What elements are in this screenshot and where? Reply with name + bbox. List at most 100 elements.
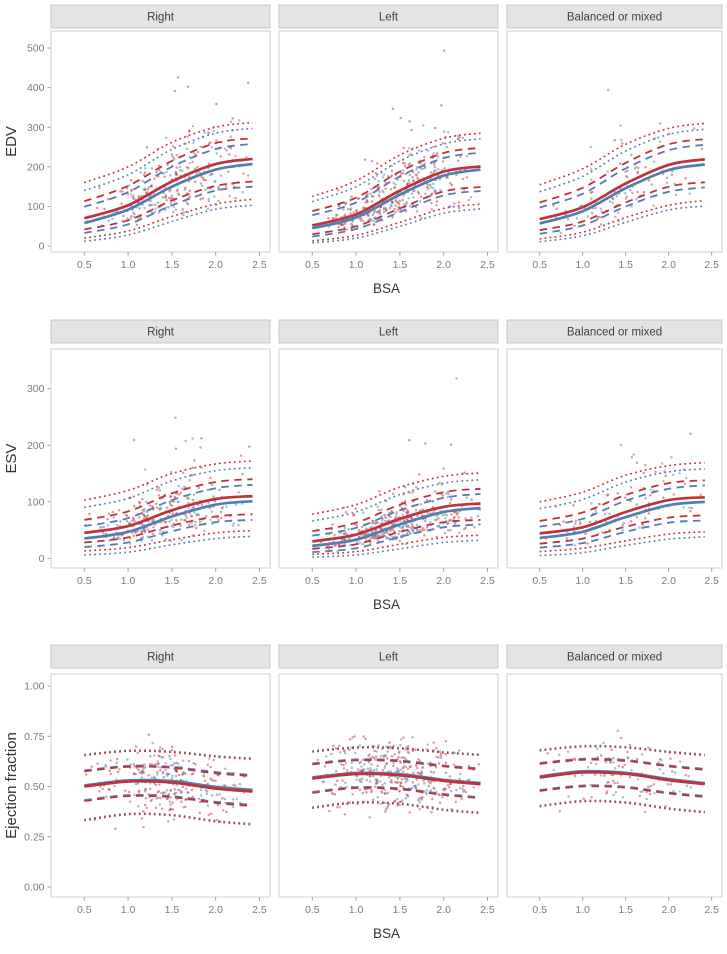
scatter-point bbox=[404, 210, 408, 213]
scatter-point bbox=[188, 478, 191, 482]
scatter-point bbox=[689, 432, 692, 436]
scatter-point bbox=[380, 790, 383, 793]
scatter-point bbox=[619, 443, 623, 447]
scatter-point bbox=[648, 494, 652, 497]
scatter-point bbox=[148, 787, 152, 790]
scatter-point bbox=[150, 539, 153, 542]
scatter-point bbox=[231, 524, 235, 527]
scatter-point bbox=[173, 754, 177, 757]
scatter-point bbox=[132, 534, 135, 537]
scatter-point bbox=[389, 188, 393, 191]
scatter-point bbox=[170, 748, 174, 752]
scatter-point bbox=[433, 190, 437, 193]
scatter-point bbox=[178, 169, 182, 172]
scatter-point bbox=[426, 762, 430, 765]
scatter-point bbox=[215, 139, 218, 142]
scatter-point bbox=[345, 228, 349, 231]
scatter-point bbox=[339, 751, 342, 754]
scatter-point bbox=[210, 794, 214, 797]
curve-p75-blue bbox=[312, 758, 481, 770]
scatter-point bbox=[567, 795, 570, 798]
scatter-point bbox=[586, 542, 589, 545]
scatter-point bbox=[555, 207, 558, 211]
scatter-point bbox=[433, 165, 437, 169]
scatter-point bbox=[113, 784, 116, 788]
curve-p50-red bbox=[312, 772, 481, 786]
curve-p05-blue bbox=[84, 812, 253, 825]
scatter-point bbox=[566, 218, 570, 221]
y-tick-label: 0 bbox=[39, 241, 45, 253]
scatter-point bbox=[628, 775, 632, 779]
scatter-point bbox=[169, 173, 172, 177]
scatter-point bbox=[436, 152, 439, 155]
scatter-point bbox=[642, 471, 645, 475]
x-tick-label: 2.5 bbox=[252, 904, 267, 916]
scatter-point bbox=[410, 528, 414, 532]
scatter-point bbox=[334, 544, 337, 547]
scatter-point bbox=[391, 200, 394, 203]
scatter-point bbox=[431, 186, 434, 190]
scatter-point bbox=[206, 782, 210, 785]
scatter-point bbox=[395, 535, 399, 539]
curve-p50-blue bbox=[83, 162, 253, 225]
scatter-point bbox=[169, 803, 172, 806]
scatter-point bbox=[631, 191, 634, 195]
scatter-point bbox=[402, 770, 405, 774]
scatter-point bbox=[231, 805, 235, 809]
scatter-point bbox=[193, 459, 196, 462]
scatter-point bbox=[178, 165, 182, 169]
scatter-point bbox=[175, 769, 178, 773]
scatter-point bbox=[238, 782, 242, 786]
x-tick-label: 1.0 bbox=[349, 259, 364, 271]
x-tick-label: 1.0 bbox=[121, 904, 136, 916]
scatter-point bbox=[666, 782, 669, 786]
scatter-point bbox=[116, 524, 119, 527]
scatter-point bbox=[105, 795, 108, 798]
scatter-point bbox=[610, 748, 613, 752]
scatter-point bbox=[209, 765, 212, 769]
panel-plot-area-balanced-or-mixed bbox=[539, 88, 705, 243]
scatter-point bbox=[462, 790, 465, 793]
scatter-point bbox=[423, 155, 426, 159]
scatter-point bbox=[132, 194, 135, 198]
curve-p75-blue bbox=[84, 483, 253, 527]
scatter-point bbox=[171, 763, 174, 767]
scatter-point bbox=[169, 495, 173, 498]
scatter-point bbox=[405, 777, 409, 781]
scatter-point bbox=[366, 193, 369, 196]
scatter-point bbox=[438, 178, 442, 181]
scatter-point bbox=[355, 540, 359, 544]
scatter-point bbox=[172, 157, 176, 161]
scatter-point bbox=[463, 528, 466, 531]
scatter-point bbox=[154, 806, 158, 809]
scatter-point bbox=[382, 210, 386, 214]
x-tick-label: 2.5 bbox=[704, 259, 719, 271]
scatter-point bbox=[415, 778, 418, 781]
scatter-point bbox=[423, 534, 426, 537]
scatter-point bbox=[644, 165, 647, 169]
scatter-point bbox=[438, 801, 442, 805]
scatter-point bbox=[129, 215, 133, 218]
scatter-point bbox=[330, 752, 333, 756]
scatter-point bbox=[595, 762, 598, 766]
scatter-point bbox=[658, 767, 662, 771]
scatter-point bbox=[172, 500, 176, 503]
scatter-point bbox=[416, 165, 419, 169]
scatter-point bbox=[198, 800, 202, 804]
scatter-point bbox=[112, 516, 115, 519]
scatter-point bbox=[158, 803, 162, 806]
scatter-point bbox=[419, 772, 423, 775]
scatter-point bbox=[207, 757, 211, 760]
scatter-point bbox=[392, 764, 395, 767]
scatter-point bbox=[457, 516, 460, 519]
scatter-point bbox=[375, 768, 378, 771]
y-tick-label: 0.25 bbox=[24, 831, 45, 843]
scatter-point bbox=[404, 172, 408, 176]
scatter-point bbox=[381, 176, 385, 179]
scatter-point bbox=[165, 797, 169, 801]
scatter-point bbox=[137, 805, 140, 808]
facet-row-ejection-fraction: Ejection fraction 0.00 0.25 0.50 0.75 1.00 Rig… bbox=[3, 644, 723, 941]
scatter-point bbox=[107, 512, 111, 515]
scatter-point bbox=[386, 804, 390, 808]
scatter-point bbox=[639, 790, 643, 793]
